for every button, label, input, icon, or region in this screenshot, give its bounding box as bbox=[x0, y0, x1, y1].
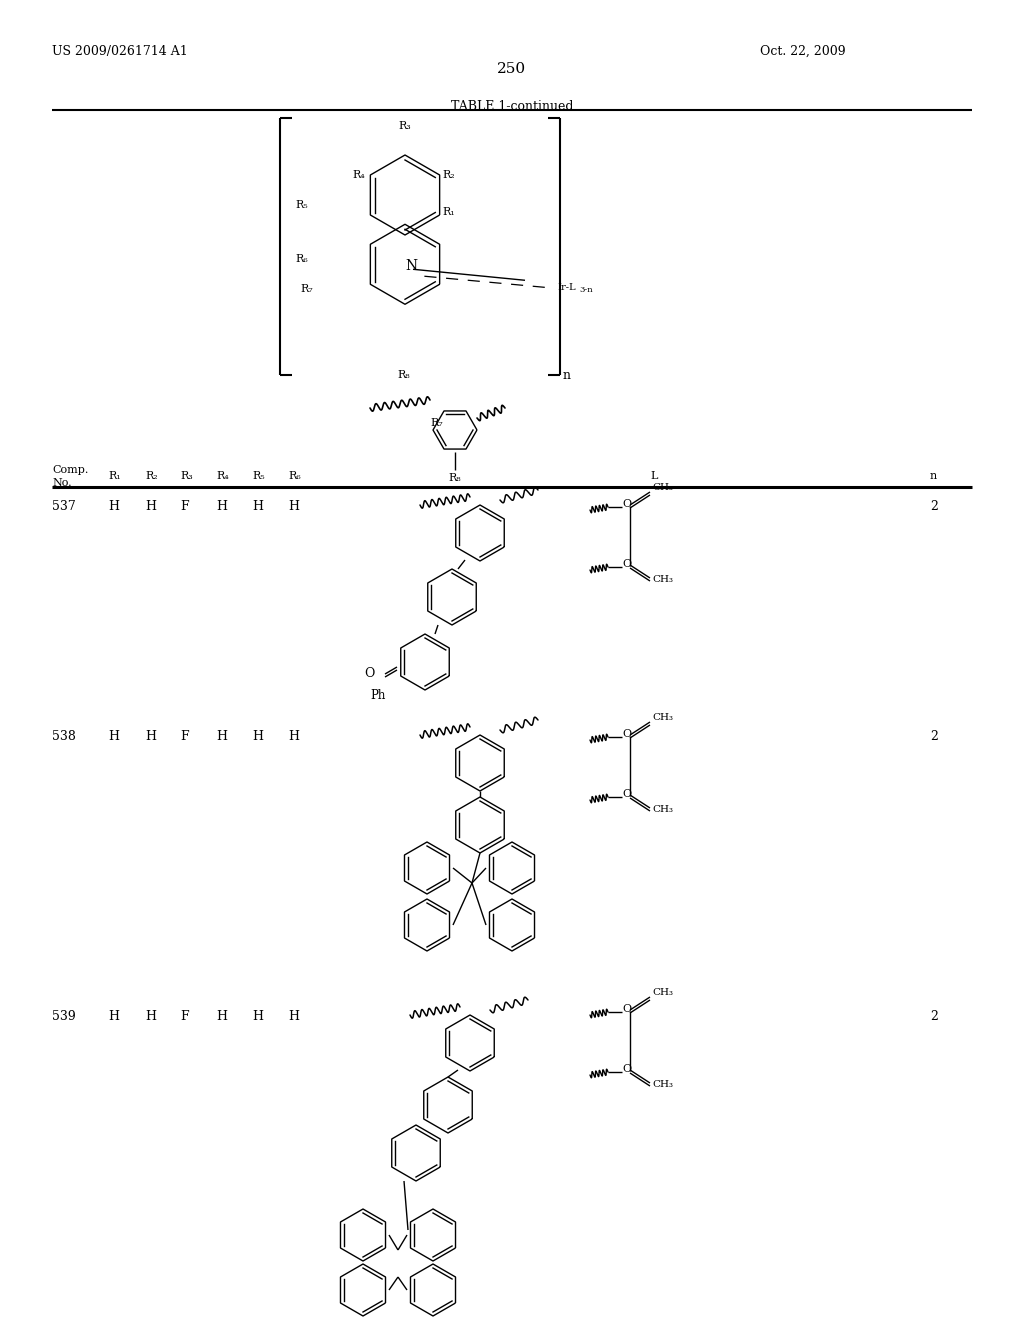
Text: H: H bbox=[288, 730, 299, 743]
Text: H: H bbox=[288, 500, 299, 513]
Text: n: n bbox=[930, 471, 937, 480]
Text: R₂: R₂ bbox=[145, 471, 158, 480]
Text: CH₃: CH₃ bbox=[652, 576, 673, 583]
Text: R₃: R₃ bbox=[180, 471, 193, 480]
Text: N: N bbox=[404, 259, 417, 273]
Text: F: F bbox=[180, 1010, 188, 1023]
Text: O: O bbox=[622, 789, 631, 799]
Text: H: H bbox=[108, 1010, 119, 1023]
Text: CH₃: CH₃ bbox=[652, 483, 673, 492]
Text: 538: 538 bbox=[52, 730, 76, 743]
Text: CH₃: CH₃ bbox=[652, 805, 673, 814]
Text: R₆: R₆ bbox=[295, 255, 308, 264]
Text: No.: No. bbox=[52, 478, 72, 488]
Text: TABLE 1-continued: TABLE 1-continued bbox=[451, 100, 573, 114]
Text: CH₃: CH₃ bbox=[652, 987, 673, 997]
Text: O: O bbox=[622, 1005, 631, 1014]
Text: 250: 250 bbox=[498, 62, 526, 77]
Text: H: H bbox=[108, 500, 119, 513]
Text: R₈: R₈ bbox=[397, 370, 410, 380]
Text: R₆: R₆ bbox=[288, 471, 301, 480]
Text: n: n bbox=[563, 370, 571, 381]
Text: R₈: R₈ bbox=[449, 473, 461, 483]
Text: H: H bbox=[216, 730, 227, 743]
Text: L: L bbox=[650, 471, 657, 480]
Text: Ir-L: Ir-L bbox=[557, 284, 575, 292]
Text: R₂: R₂ bbox=[442, 170, 456, 180]
Text: H: H bbox=[252, 1010, 263, 1023]
Text: CH₃: CH₃ bbox=[652, 713, 673, 722]
Text: H: H bbox=[216, 500, 227, 513]
Text: Oct. 22, 2009: Oct. 22, 2009 bbox=[760, 45, 846, 58]
Text: F: F bbox=[180, 500, 188, 513]
Text: R₅: R₅ bbox=[252, 471, 264, 480]
Text: R₃: R₃ bbox=[398, 121, 412, 131]
Text: 537: 537 bbox=[52, 500, 76, 513]
Text: H: H bbox=[252, 500, 263, 513]
Text: R₅: R₅ bbox=[295, 201, 307, 210]
Text: H: H bbox=[145, 730, 156, 743]
Text: 2: 2 bbox=[930, 500, 938, 513]
Text: O: O bbox=[622, 1064, 631, 1074]
Text: H: H bbox=[252, 730, 263, 743]
Text: H: H bbox=[216, 1010, 227, 1023]
Text: F: F bbox=[180, 730, 188, 743]
Text: R₇: R₇ bbox=[300, 284, 312, 294]
Text: Ph: Ph bbox=[370, 689, 385, 702]
Text: 2: 2 bbox=[930, 730, 938, 743]
Text: O: O bbox=[622, 558, 631, 569]
Text: H: H bbox=[145, 1010, 156, 1023]
Text: 3-n: 3-n bbox=[579, 286, 593, 294]
Text: O: O bbox=[622, 729, 631, 739]
Text: O: O bbox=[622, 499, 631, 510]
Text: H: H bbox=[108, 730, 119, 743]
Text: H: H bbox=[288, 1010, 299, 1023]
Text: R₄: R₄ bbox=[352, 170, 366, 180]
Text: Comp.: Comp. bbox=[52, 465, 88, 475]
Text: R₁: R₁ bbox=[108, 471, 121, 480]
Text: 2: 2 bbox=[930, 1010, 938, 1023]
Text: US 2009/0261714 A1: US 2009/0261714 A1 bbox=[52, 45, 187, 58]
Text: R₁: R₁ bbox=[442, 207, 456, 216]
Text: 539: 539 bbox=[52, 1010, 76, 1023]
Text: CH₃: CH₃ bbox=[652, 1080, 673, 1089]
Text: H: H bbox=[145, 500, 156, 513]
Text: O: O bbox=[364, 667, 375, 680]
Text: R₇: R₇ bbox=[430, 418, 442, 428]
Text: R₄: R₄ bbox=[216, 471, 228, 480]
